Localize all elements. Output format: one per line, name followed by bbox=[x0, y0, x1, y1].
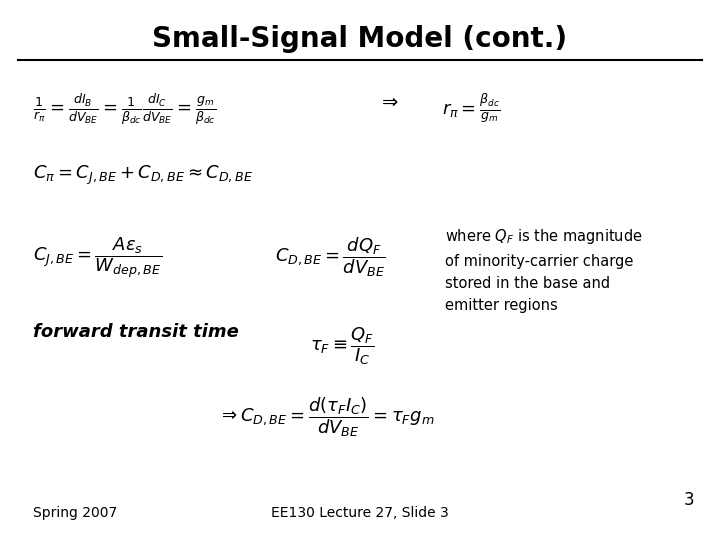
Text: where $Q_F$ is the magnitude
of minority-carrier charge
stored in the base and
e: where $Q_F$ is the magnitude of minority… bbox=[446, 227, 643, 313]
Text: $C_{D,BE} = \dfrac{dQ_F}{dV_{BE}}$: $C_{D,BE} = \dfrac{dQ_F}{dV_{BE}}$ bbox=[274, 235, 385, 279]
Text: $\Rightarrow C_{D,BE} = \dfrac{d(\tau_F I_C)}{dV_{BE}} = \tau_F g_m$: $\Rightarrow C_{D,BE} = \dfrac{d(\tau_F … bbox=[217, 395, 434, 438]
Text: Spring 2007: Spring 2007 bbox=[32, 506, 117, 520]
Text: $\Rightarrow$: $\Rightarrow$ bbox=[378, 92, 399, 111]
Text: $C_{\pi} = C_{J,BE} + C_{D,BE} \approx C_{D,BE}$: $C_{\pi} = C_{J,BE} + C_{D,BE} \approx C… bbox=[32, 164, 253, 187]
Text: $C_{J,BE} = \dfrac{A\varepsilon_s}{W_{dep,BE}}$: $C_{J,BE} = \dfrac{A\varepsilon_s}{W_{de… bbox=[32, 235, 162, 280]
Text: forward transit time: forward transit time bbox=[32, 323, 238, 341]
Text: $\tau_F \equiv \dfrac{Q_F}{I_C}$: $\tau_F \equiv \dfrac{Q_F}{I_C}$ bbox=[310, 326, 375, 367]
Text: $\frac{1}{r_{\pi}} = \frac{dI_B}{dV_{BE}} = \frac{1}{\beta_{dc}}\frac{dI_C}{dV_{: $\frac{1}{r_{\pi}} = \frac{dI_B}{dV_{BE}… bbox=[32, 92, 216, 127]
Text: 3: 3 bbox=[684, 491, 695, 509]
Text: $r_{\pi} = \frac{\beta_{dc}}{g_m}$: $r_{\pi} = \frac{\beta_{dc}}{g_m}$ bbox=[442, 92, 500, 125]
Text: EE130 Lecture 27, Slide 3: EE130 Lecture 27, Slide 3 bbox=[271, 506, 449, 520]
Text: Small-Signal Model (cont.): Small-Signal Model (cont.) bbox=[153, 25, 567, 53]
